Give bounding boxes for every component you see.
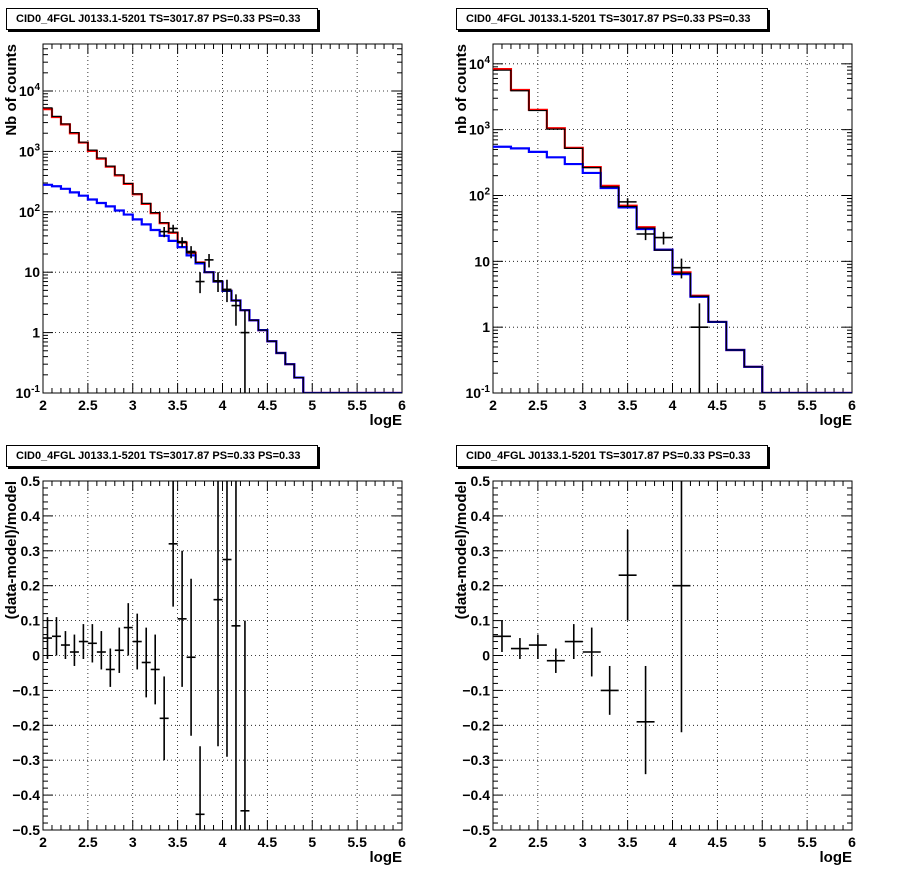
x-tick-label: 3.5 xyxy=(618,834,638,850)
x-tick-label: 6 xyxy=(848,834,856,850)
y-axis-label: (data-model)/model xyxy=(3,481,20,619)
x-tick-label: 5 xyxy=(758,834,766,850)
y-tick-label: 104 xyxy=(19,82,41,99)
y-tick-label: −0.4 xyxy=(462,787,490,803)
y-tick-label: 0.3 xyxy=(471,543,491,559)
y-tick-label: 10 xyxy=(474,253,490,269)
y-tick-label: 102 xyxy=(469,186,491,203)
y-tick-label: −0.5 xyxy=(462,822,490,838)
x-tick-label: 4.5 xyxy=(258,397,278,413)
x-tick-label: 2.5 xyxy=(528,834,548,850)
y-tick-label: −0.1 xyxy=(12,682,40,698)
y-tick-label: 0.4 xyxy=(21,508,41,524)
y-tick-label: −0.1 xyxy=(462,682,490,698)
x-axis-label: logE xyxy=(370,412,403,429)
chart-title: CID0_4FGL J0133.1-5201 TS=3017.87 PS=0.3… xyxy=(456,445,768,467)
y-tick-label: −0.5 xyxy=(12,822,40,838)
y-tick-label: −0.4 xyxy=(12,787,40,803)
y-tick-label: 0.3 xyxy=(21,543,41,559)
x-tick-label: 2 xyxy=(489,397,497,413)
y-tick-label: 0.2 xyxy=(21,578,41,594)
x-tick-label: 3.5 xyxy=(168,834,188,850)
x-tick-label: 4 xyxy=(669,397,677,413)
y-tick-label: 0.4 xyxy=(471,508,491,524)
x-axis-label: logE xyxy=(820,849,853,866)
x-tick-label: 5.5 xyxy=(347,834,367,850)
x-tick-label: 4.5 xyxy=(258,834,278,850)
plot-area xyxy=(493,481,691,775)
y-tick-label: 0.1 xyxy=(21,613,41,629)
y-axis-label: nb of counts xyxy=(453,44,470,134)
x-axis-label: logE xyxy=(370,849,403,866)
plot-area xyxy=(43,481,250,830)
chart-title: CID0_4FGL J0133.1-5201 TS=3017.87 PS=0.3… xyxy=(456,8,768,30)
y-tick-label: 0.5 xyxy=(471,473,491,489)
chart-panel-2: 2 2.5 3 3.5 4 4.5 5 5.5 6 10-1 1 10 102 103 104 logE nb … xyxy=(453,43,856,429)
x-tick-label: 5.5 xyxy=(797,834,817,850)
x-tick-label: 4.5 xyxy=(708,397,728,413)
chart-panel-1: 2 2.5 3 3.5 4 4.5 5 5.5 6 10-1 1 10 102 103 104 logE Nb … xyxy=(3,43,406,429)
series-step-black xyxy=(43,107,402,393)
x-tick-label: 5 xyxy=(308,397,316,413)
chart-panel-4: 2 2.5 3 3.5 4 4.5 5 5.5 6 −0.5 −0.4 −0.3 −0.2 −0.1 0 0.… xyxy=(453,473,856,866)
x-tick-label: 5 xyxy=(308,834,316,850)
x-tick-label: 3.5 xyxy=(618,397,638,413)
chart-panel-3: 2 2.5 3 3.5 4 4.5 5 5.5 6 −0.5 −0.4 −0.3 −0.2 −0.1 0 0.… xyxy=(3,473,406,866)
x-tick-label: 3 xyxy=(579,397,587,413)
y-tick-label: −0.3 xyxy=(12,752,40,768)
x-tick-label: 2 xyxy=(489,834,497,850)
x-tick-label: 2.5 xyxy=(528,397,548,413)
x-tick-label: 5.5 xyxy=(797,397,817,413)
x-tick-label: 2.5 xyxy=(78,397,98,413)
chart-title: CID0_4FGL J0133.1-5201 TS=3017.87 PS=0.3… xyxy=(6,445,318,467)
x-tick-label: 6 xyxy=(848,397,856,413)
y-tick-label: 1 xyxy=(482,319,490,335)
chart-title: CID0_4FGL J0133.1-5201 TS=3017.87 PS=0.3… xyxy=(6,8,318,30)
y-tick-label: 10 xyxy=(24,264,40,280)
x-tick-label: 4 xyxy=(669,834,677,850)
y-axis-label: (data-model)/model xyxy=(453,481,470,619)
y-tick-label: −0.2 xyxy=(12,717,40,733)
plot-area xyxy=(43,107,402,393)
x-tick-label: 5 xyxy=(758,397,766,413)
y-tick-label: 0.1 xyxy=(471,613,491,629)
x-tick-label: 6 xyxy=(398,834,406,850)
x-tick-label: 3 xyxy=(579,834,587,850)
x-tick-label: 2.5 xyxy=(78,834,98,850)
x-tick-label: 3 xyxy=(129,397,137,413)
x-tick-label: 2 xyxy=(39,397,47,413)
y-tick-label: 1 xyxy=(32,325,40,341)
x-tick-label: 4.5 xyxy=(708,834,728,850)
series-step-black xyxy=(493,69,852,393)
y-tick-label: 0.2 xyxy=(471,578,491,594)
x-tick-label: 3 xyxy=(129,834,137,850)
y-tick-label: 10-1 xyxy=(466,384,491,401)
x-tick-label: 4 xyxy=(219,834,227,850)
y-tick-label: 102 xyxy=(19,203,41,220)
y-tick-label: 103 xyxy=(19,142,41,159)
y-tick-label: 10-1 xyxy=(16,384,41,401)
y-tick-label: 103 xyxy=(469,121,491,138)
y-axis-label: Nb of counts xyxy=(3,44,20,136)
x-axis-label: logE xyxy=(820,412,853,429)
x-tick-label: 3.5 xyxy=(168,397,188,413)
y-tick-label: 0.5 xyxy=(21,473,41,489)
y-tick-label: −0.3 xyxy=(462,752,490,768)
x-tick-label: 4 xyxy=(219,397,227,413)
x-tick-label: 2 xyxy=(39,834,47,850)
y-tick-label: 0 xyxy=(482,648,490,664)
x-tick-label: 6 xyxy=(398,397,406,413)
y-tick-label: −0.2 xyxy=(462,717,490,733)
plot-area xyxy=(493,68,852,393)
y-tick-label: 0 xyxy=(32,648,40,664)
y-tick-label: 104 xyxy=(469,55,491,72)
x-tick-label: 5.5 xyxy=(347,397,367,413)
